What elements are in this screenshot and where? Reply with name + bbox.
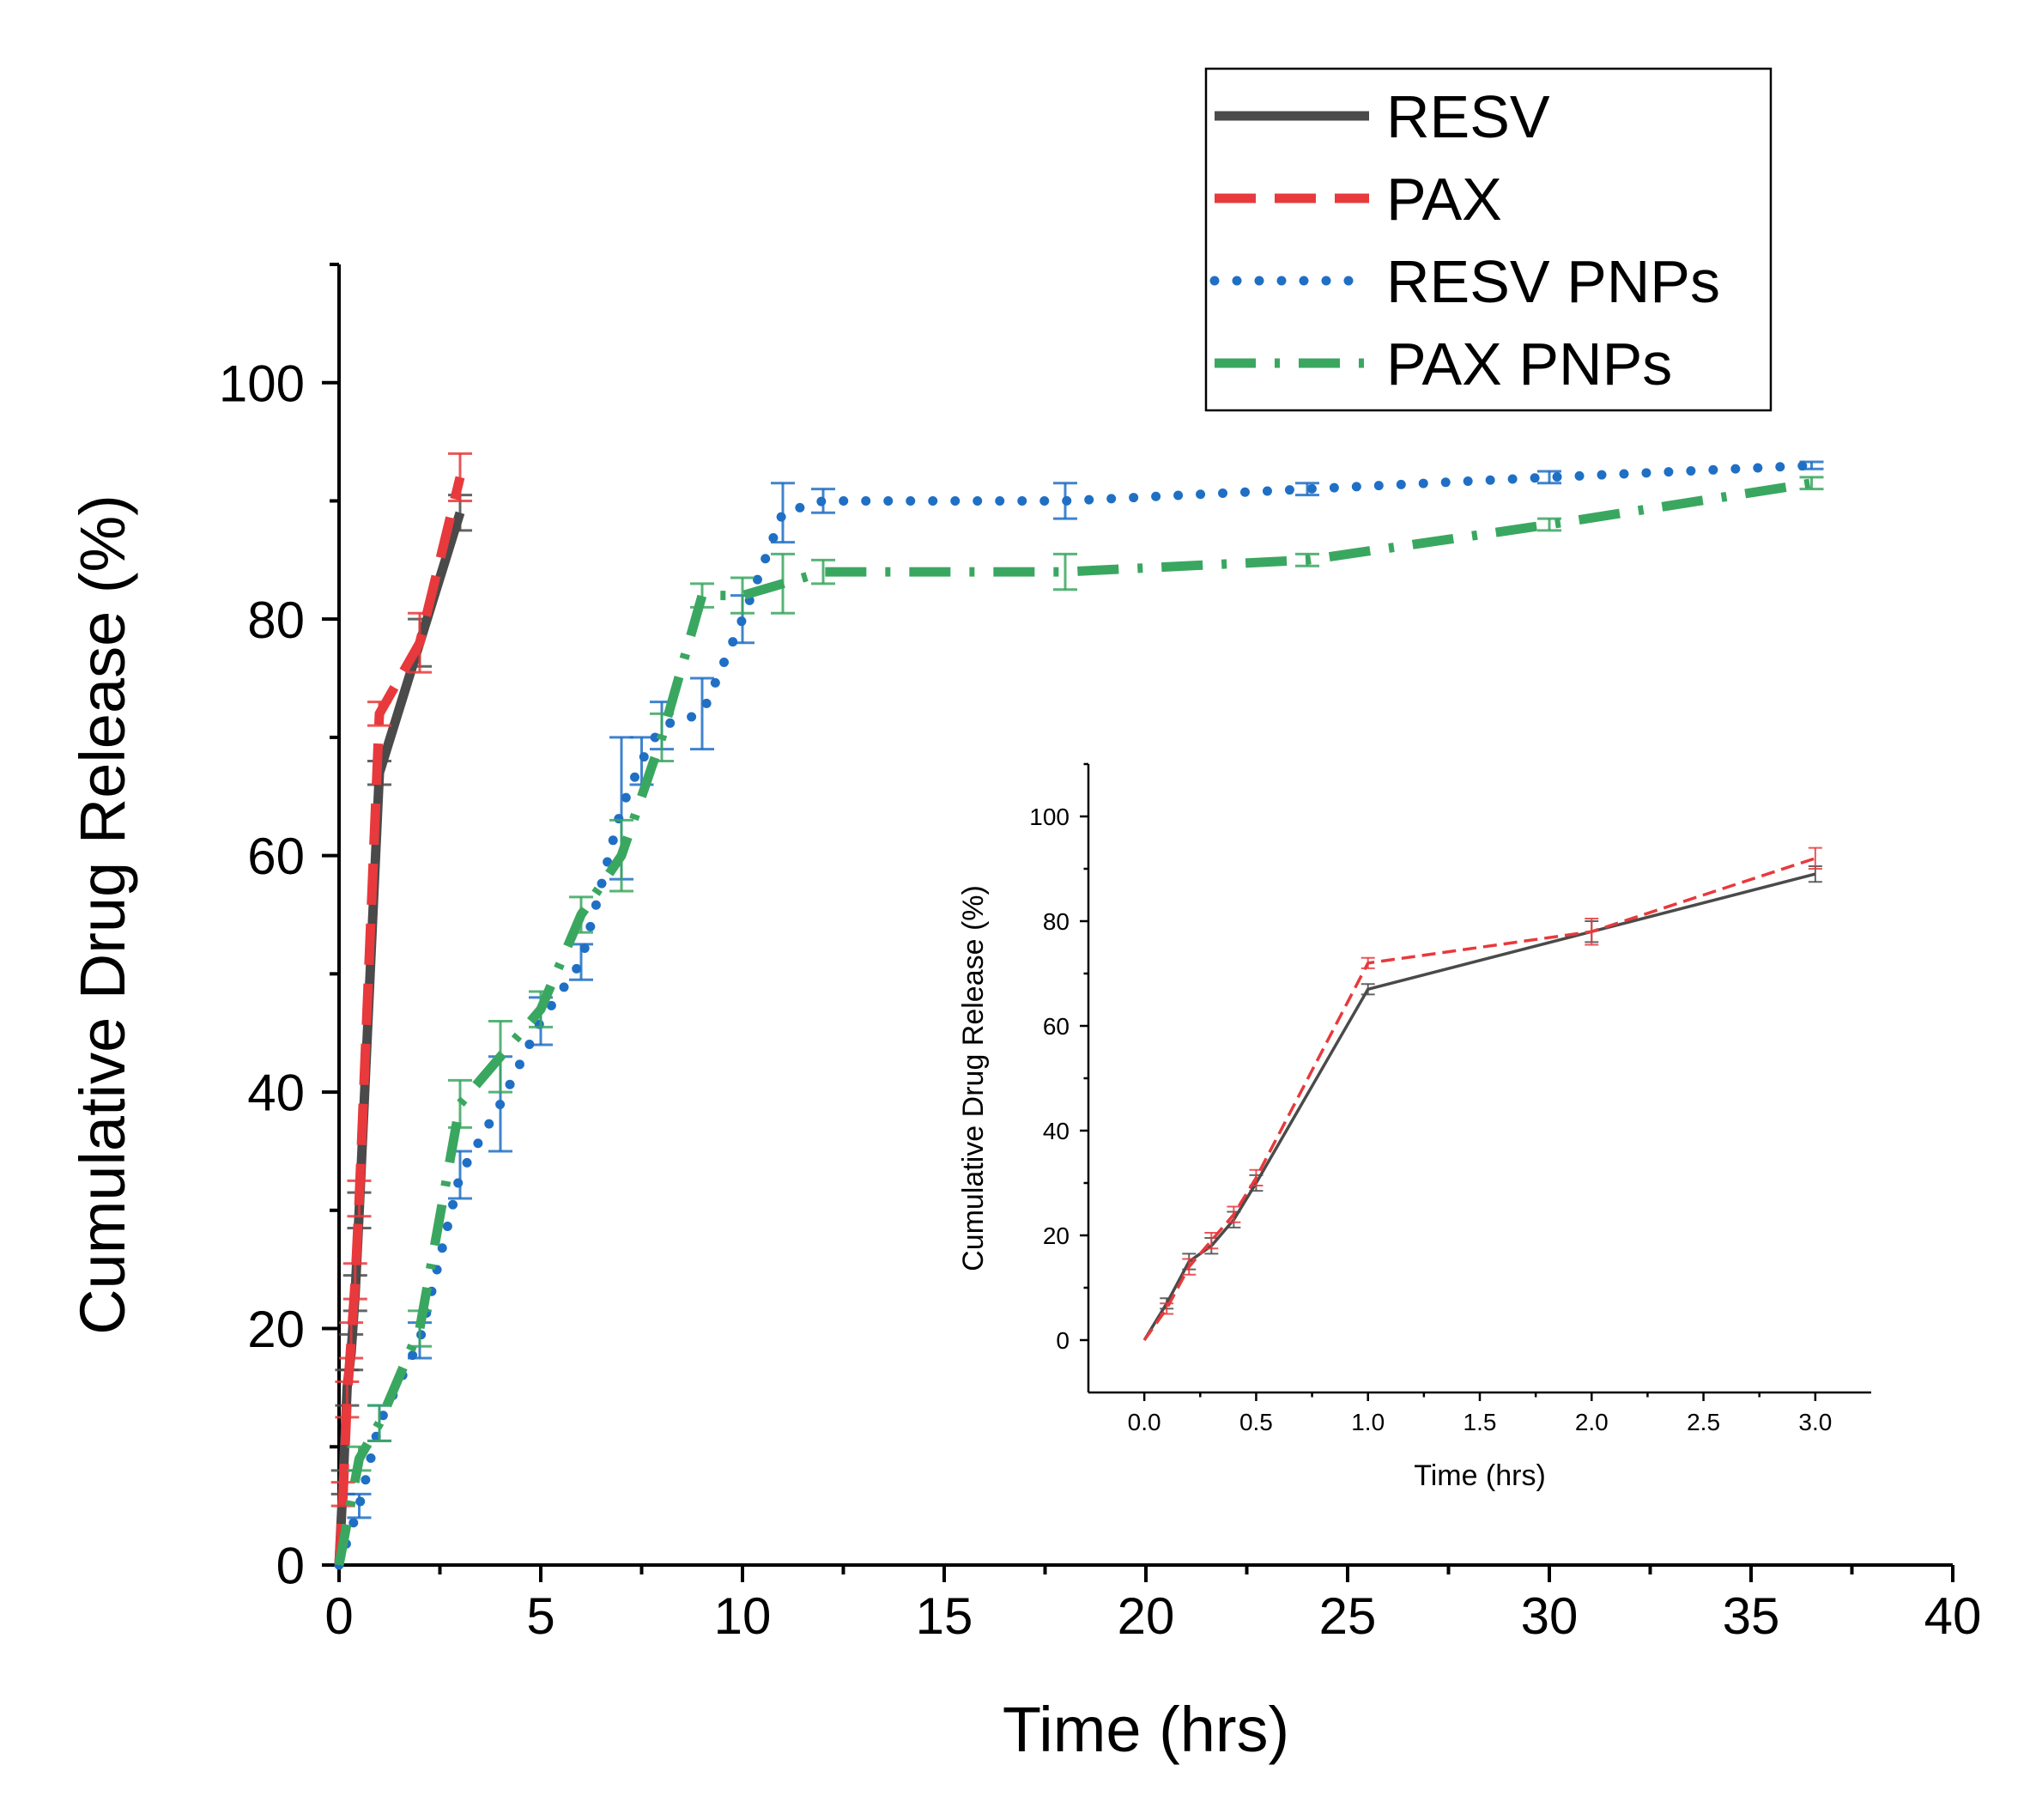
plot-0: 0 5 10 15 20 25 30 35 40 0 20 40 60 80 100 Time (hrs) Cu… (67, 67, 1982, 1765)
x-tick-label: 5 (526, 1587, 554, 1645)
series-pax-pnps (334, 476, 1824, 1567)
x-tick-label: 20 (1118, 1587, 1175, 1645)
series-resv (1142, 864, 1822, 1341)
series-line (334, 460, 1816, 1570)
x-tick-label: 3.0 (1798, 1409, 1832, 1435)
y-tick-label: 20 (1043, 1222, 1070, 1249)
x-tick-label: 10 (714, 1587, 772, 1645)
series-line (1142, 872, 1816, 1341)
series-pax (1142, 846, 1822, 1342)
y-tick-label: 60 (1043, 1013, 1070, 1040)
series-line (334, 511, 465, 1566)
y-tick-label: 80 (247, 592, 305, 649)
x-tick-label: 2.0 (1575, 1409, 1609, 1435)
x-axis-title: Time (hrs) (1003, 1694, 1289, 1765)
legend: RESV PAX RESV PNPs PAX PNPs (1204, 67, 1773, 412)
y-tick-label: 40 (1043, 1118, 1070, 1144)
x-tick-label: 1.5 (1464, 1409, 1497, 1435)
y-axis-title: Cumulative Drug Release (%) (67, 494, 138, 1335)
legend-label: PAX PNPs (1386, 331, 1672, 397)
series-line (1142, 857, 1816, 1342)
legend-label: RESV (1386, 83, 1550, 150)
series-line (334, 478, 1813, 1567)
x-tick-label: 30 (1521, 1587, 1579, 1645)
series-resv (330, 494, 472, 1566)
series-line (334, 476, 465, 1566)
y-tick-label: 80 (1043, 908, 1070, 935)
y-axis-title: Cumulative Drug Release (%) (957, 885, 990, 1271)
x-tick-label: 0.0 (1128, 1409, 1161, 1435)
x-tick-label: 0.5 (1239, 1409, 1273, 1435)
plot-1: 0.0 0.5 1.0 1.5 2.0 2.5 3.0 0 20 40 60 80 100 Time (h… (957, 762, 1871, 1492)
y-tick-label: 60 (247, 828, 305, 885)
y-tick-label: 20 (247, 1301, 305, 1358)
x-tick-label: 1.0 (1351, 1409, 1385, 1435)
x-tick-label: 35 (1723, 1587, 1780, 1645)
x-tick-label: 25 (1319, 1587, 1377, 1645)
legend-label: RESV PNPs (1386, 248, 1720, 315)
x-axis-title: Time (hrs) (1414, 1459, 1546, 1492)
y-tick-label: 100 (219, 355, 305, 412)
y-tick-label: 40 (247, 1065, 305, 1122)
x-tick-label: 2.5 (1687, 1409, 1720, 1435)
y-tick-label: 0 (1056, 1327, 1070, 1354)
legend-label: PAX (1386, 166, 1502, 233)
series-pax (330, 452, 472, 1566)
series-resv-pnps (334, 460, 1824, 1570)
y-tick-label: 0 (276, 1538, 305, 1595)
legend-box (1204, 67, 1773, 412)
x-tick-label: 40 (1924, 1587, 1982, 1645)
y-tick-label: 100 (1029, 804, 1070, 830)
x-tick-label: 0 (324, 1587, 353, 1645)
x-tick-label: 15 (916, 1587, 973, 1645)
